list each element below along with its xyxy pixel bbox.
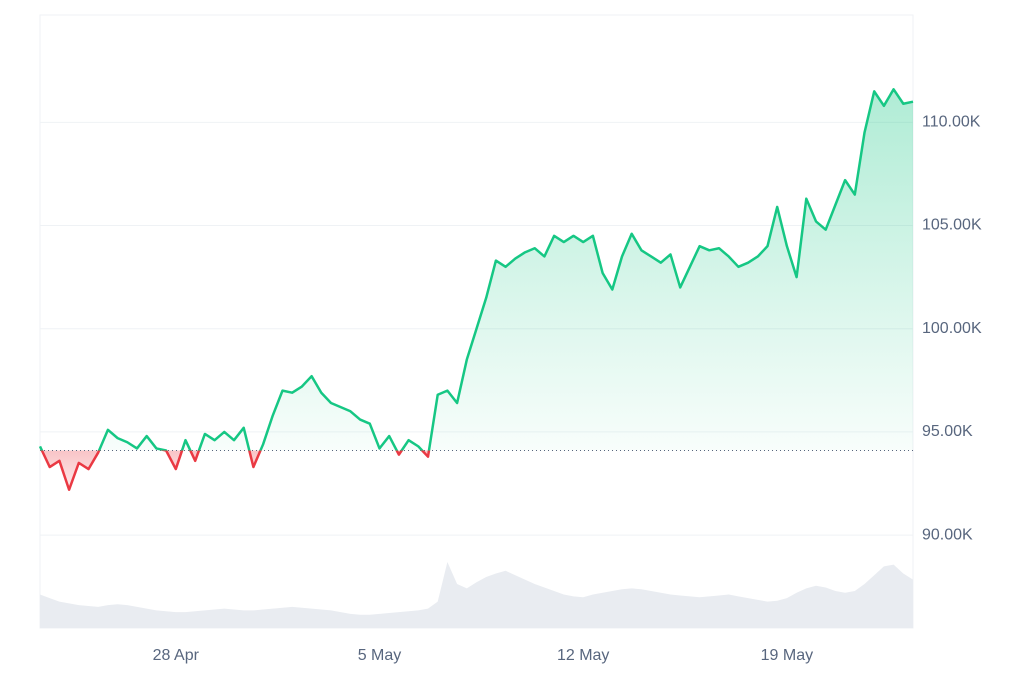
price-line [38,88,914,491]
y-tick-label: 110.00K [922,114,981,131]
x-tick-label: 19 May [761,647,813,664]
price-area [40,89,913,490]
x-tick-label: 28 Apr [153,647,200,664]
volume-area [40,562,913,628]
x-tick-label: 12 May [557,647,609,664]
y-tick-label: 100.00K [922,320,982,337]
y-tick-label: 90.00K [922,526,973,543]
y-tick-label: 105.00K [922,217,982,234]
y-tick-label: 95.00K [922,423,973,440]
x-tick-label: 5 May [358,647,402,664]
